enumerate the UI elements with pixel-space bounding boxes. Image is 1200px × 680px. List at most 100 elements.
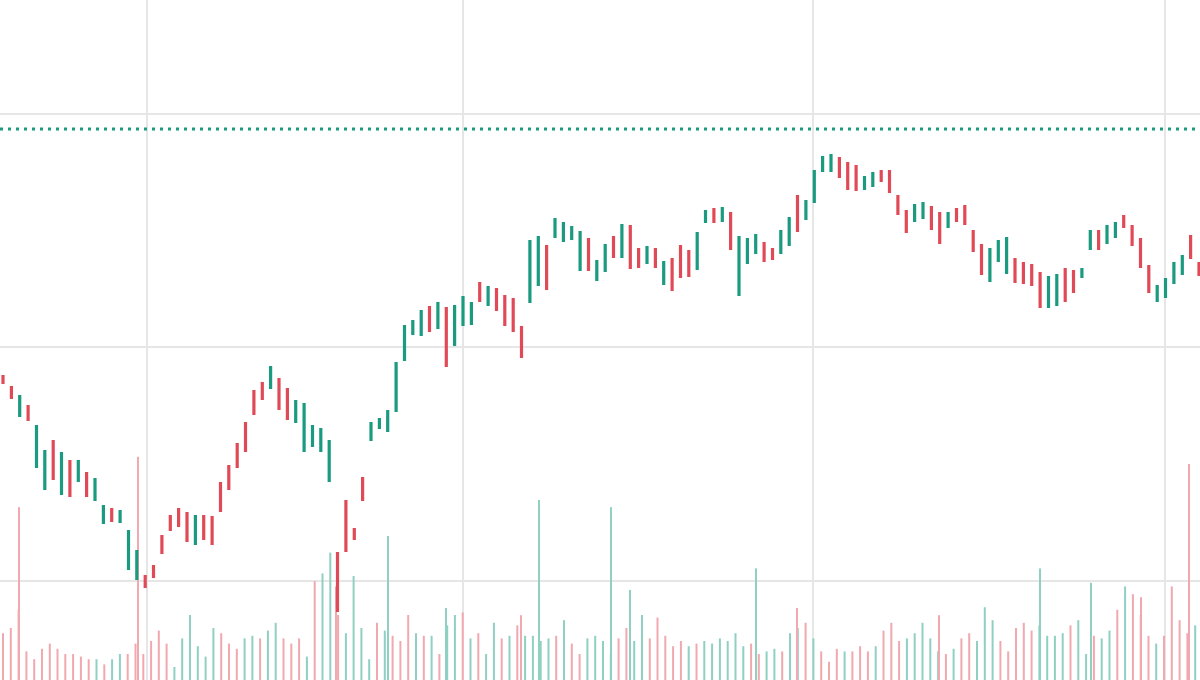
volume-bar-up bbox=[485, 654, 488, 680]
candle-up bbox=[101, 505, 105, 524]
volume-bar-down bbox=[477, 633, 480, 680]
candle-down bbox=[1138, 238, 1143, 268]
volume-bar-down bbox=[165, 643, 168, 680]
candle-up bbox=[561, 222, 565, 242]
volume-bar-up bbox=[539, 641, 542, 680]
candle-up bbox=[695, 232, 699, 270]
volume-bar-down bbox=[1007, 651, 1010, 680]
volume-bar-up bbox=[991, 620, 994, 680]
volume-bar-down bbox=[282, 638, 285, 680]
volume-bar-up bbox=[610, 507, 612, 680]
candle-up bbox=[996, 240, 1000, 262]
candle-up bbox=[394, 362, 398, 412]
candle-up bbox=[93, 478, 97, 501]
volume-bar-up bbox=[1085, 654, 1088, 680]
candle-down bbox=[444, 307, 448, 367]
candle-down bbox=[1013, 258, 1017, 283]
volume-bar-up bbox=[983, 607, 986, 680]
candle-up bbox=[135, 550, 139, 580]
volume-bar-down bbox=[9, 628, 12, 680]
volume-bar-up bbox=[789, 633, 791, 680]
volume-bars bbox=[2, 456, 1197, 680]
volume-bar-up bbox=[1124, 586, 1127, 680]
volume-bar-down bbox=[570, 643, 573, 680]
candle-up bbox=[1005, 237, 1009, 274]
candle-down bbox=[1097, 230, 1101, 250]
candle-up bbox=[787, 217, 791, 246]
volume-bar-up bbox=[212, 628, 215, 680]
volume-bar-down bbox=[391, 635, 394, 680]
candle-down bbox=[1130, 225, 1134, 246]
candle-up bbox=[988, 248, 992, 282]
candle-up bbox=[528, 240, 532, 303]
volume-bar-down bbox=[313, 581, 316, 680]
volume-bar-up bbox=[629, 590, 631, 680]
candle-up bbox=[369, 422, 373, 441]
candle-up bbox=[703, 210, 708, 223]
volume-bar-up bbox=[360, 628, 363, 680]
candle-up bbox=[1046, 276, 1051, 308]
candle-up bbox=[419, 310, 423, 336]
volume-bar-up bbox=[321, 573, 324, 680]
candle-up bbox=[779, 230, 783, 254]
volume-bar-down bbox=[859, 646, 862, 680]
candle-down bbox=[963, 205, 967, 225]
candle-down bbox=[85, 472, 89, 497]
volume-bar-down bbox=[1069, 625, 1072, 680]
volume-bar-up bbox=[1100, 638, 1103, 680]
candle-up bbox=[578, 231, 582, 271]
volume-bar-up bbox=[492, 622, 495, 680]
candle-down bbox=[712, 208, 716, 223]
volume-bar-down bbox=[142, 654, 145, 680]
volume-bar-up bbox=[387, 536, 389, 680]
candle-up bbox=[745, 238, 749, 264]
volume-bar-up bbox=[687, 646, 690, 680]
candle-down bbox=[277, 378, 281, 410]
volume-bar-down bbox=[335, 586, 337, 680]
candle-down bbox=[519, 326, 524, 358]
candle-down bbox=[110, 508, 114, 522]
volume-bar-up bbox=[430, 635, 433, 680]
volume-bar-up bbox=[508, 635, 511, 680]
volume-bar-up bbox=[329, 552, 332, 680]
candle-down bbox=[1147, 265, 1151, 293]
volume-bar-up bbox=[189, 615, 191, 680]
volume-bar-up bbox=[453, 615, 456, 680]
candle-up bbox=[34, 425, 39, 468]
volume-bar-down bbox=[882, 630, 885, 680]
candle-down bbox=[1038, 272, 1042, 308]
volume-bar-down bbox=[41, 648, 43, 680]
candle-down bbox=[344, 500, 348, 552]
candle-up bbox=[595, 260, 599, 281]
volume-bar-up bbox=[594, 635, 597, 680]
volume-bar-down bbox=[679, 641, 682, 680]
volume-bar-up bbox=[1108, 630, 1111, 680]
volume-bar-down bbox=[960, 638, 963, 680]
candle-up bbox=[294, 400, 298, 423]
volume-bar-down bbox=[520, 615, 522, 680]
volume-bar-down bbox=[750, 643, 753, 680]
candle-down bbox=[795, 195, 800, 232]
volume-bar-down bbox=[150, 641, 153, 680]
candle-up bbox=[1055, 274, 1059, 306]
candle-up bbox=[812, 170, 816, 203]
volume-bar-up bbox=[538, 500, 540, 680]
candle-down bbox=[628, 225, 632, 269]
candle-up bbox=[829, 154, 833, 172]
volume-bar-down bbox=[134, 643, 137, 680]
volume-bar-down bbox=[2, 633, 4, 680]
volume-bar-down bbox=[1188, 464, 1190, 680]
candle-down bbox=[904, 210, 908, 233]
candle-up bbox=[570, 226, 574, 240]
candle-up bbox=[804, 200, 808, 220]
volume-bar-down bbox=[298, 638, 301, 680]
candle-down bbox=[954, 208, 959, 222]
candle-down bbox=[260, 382, 264, 400]
volume-bar-down bbox=[376, 622, 378, 680]
candle-down bbox=[285, 388, 289, 420]
candle-up bbox=[411, 320, 415, 335]
candle-down bbox=[26, 405, 30, 421]
volume-bar-down bbox=[1116, 609, 1119, 680]
volume-bar-down bbox=[103, 664, 106, 680]
